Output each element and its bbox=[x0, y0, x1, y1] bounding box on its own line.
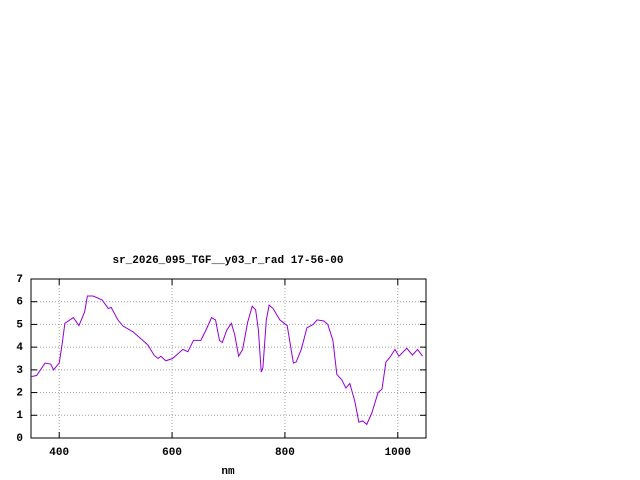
chart-title: sr_2026_095_TGF__y03_r_rad 17-56-00 bbox=[112, 255, 343, 267]
y-tick-label: 4 bbox=[16, 342, 23, 354]
y-tick-label: 5 bbox=[16, 319, 23, 331]
y-tick-label: 3 bbox=[16, 365, 23, 377]
x-axis-label: nm bbox=[221, 466, 235, 478]
y-tick-label: 6 bbox=[16, 297, 23, 309]
data-line bbox=[30, 295, 424, 426]
x-tick-label: 600 bbox=[162, 447, 182, 459]
y-tick-label: 2 bbox=[16, 387, 23, 399]
x-tick-label: 400 bbox=[49, 447, 69, 459]
y-tick-label: 1 bbox=[16, 410, 23, 422]
y-tick-label: 7 bbox=[16, 274, 23, 286]
plot-frame bbox=[30, 278, 427, 439]
x-tick-label: 1000 bbox=[385, 447, 411, 459]
x-tick-label: 800 bbox=[275, 447, 295, 459]
y-tick-label: 0 bbox=[16, 433, 23, 445]
